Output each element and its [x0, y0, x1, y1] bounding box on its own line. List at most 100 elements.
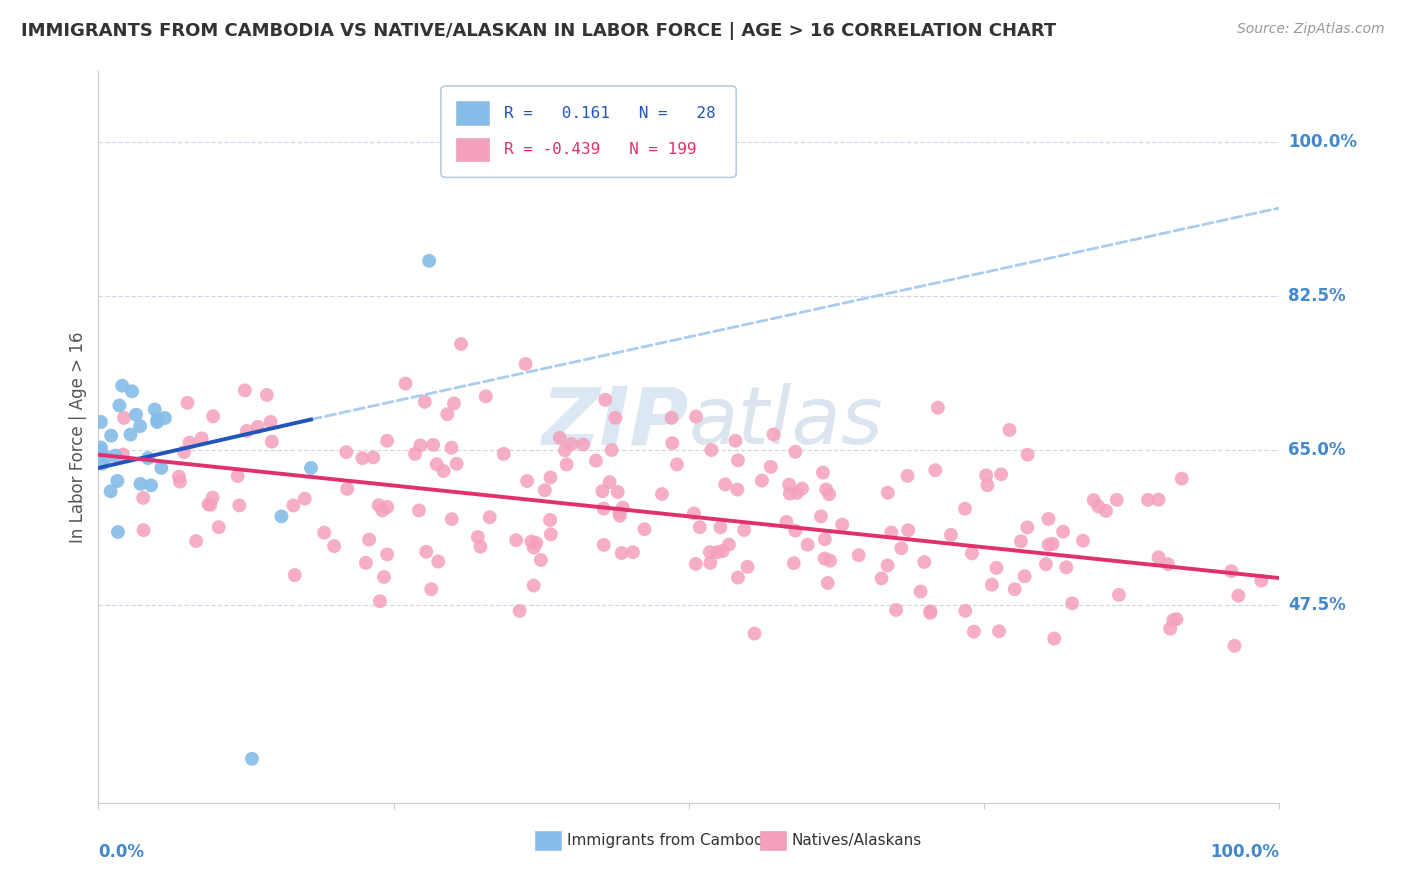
- Point: [733, 523, 755, 537]
- Point: [751, 474, 773, 488]
- Point: [762, 427, 785, 442]
- Point: [104, 449, 127, 463]
- Point: [538, 513, 561, 527]
- Point: [1017, 448, 1039, 462]
- Point: [661, 410, 683, 425]
- Point: [478, 510, 501, 524]
- Point: [208, 520, 231, 534]
- Point: [256, 388, 278, 402]
- Point: [927, 401, 949, 415]
- Point: [810, 509, 832, 524]
- Point: [815, 483, 838, 497]
- Point: [876, 485, 898, 500]
- Point: [427, 555, 450, 569]
- Point: [146, 412, 169, 426]
- Point: [818, 554, 841, 568]
- Point: [709, 520, 731, 534]
- Point: [683, 507, 706, 521]
- Text: atlas: atlas: [689, 384, 884, 461]
- Point: [775, 515, 797, 529]
- Text: ZIP: ZIP: [541, 384, 689, 461]
- Point: [90, 415, 112, 429]
- Point: [120, 427, 142, 442]
- Point: [373, 570, 395, 584]
- Point: [1166, 612, 1188, 626]
- Point: [811, 466, 834, 480]
- Point: [200, 498, 222, 512]
- Point: [270, 509, 292, 524]
- Point: [606, 485, 628, 500]
- Point: [554, 443, 576, 458]
- Point: [1220, 564, 1243, 578]
- Point: [394, 376, 416, 391]
- Point: [426, 457, 449, 471]
- Point: [90, 444, 112, 458]
- Point: [112, 410, 135, 425]
- Point: [408, 503, 430, 517]
- Point: [1014, 569, 1036, 583]
- Point: [105, 474, 128, 488]
- Point: [1227, 589, 1250, 603]
- Point: [375, 500, 398, 514]
- Point: [125, 408, 148, 422]
- Point: [1161, 613, 1184, 627]
- Point: [939, 528, 962, 542]
- Point: [233, 384, 256, 398]
- Point: [108, 399, 131, 413]
- Point: [259, 415, 281, 429]
- Point: [785, 524, 807, 538]
- Point: [359, 533, 381, 547]
- Point: [699, 556, 721, 570]
- Point: [1105, 492, 1128, 507]
- Point: [186, 534, 208, 549]
- Point: [132, 491, 155, 505]
- Point: [717, 537, 740, 551]
- Point: [167, 469, 190, 483]
- Point: [228, 499, 250, 513]
- Text: Natives/Alaskans: Natives/Alaskans: [792, 833, 922, 848]
- Point: [980, 578, 1002, 592]
- FancyBboxPatch shape: [441, 86, 737, 178]
- Point: [661, 436, 683, 450]
- Point: [179, 435, 201, 450]
- Point: [817, 576, 839, 591]
- Point: [976, 478, 998, 492]
- Point: [998, 423, 1021, 437]
- Point: [920, 606, 942, 620]
- Text: 100.0%: 100.0%: [1288, 133, 1357, 151]
- Point: [523, 541, 546, 555]
- Point: [706, 545, 728, 559]
- Point: [367, 498, 389, 512]
- Point: [1095, 504, 1118, 518]
- Point: [1071, 533, 1094, 548]
- Point: [226, 469, 249, 483]
- Point: [790, 482, 813, 496]
- Text: 82.5%: 82.5%: [1288, 287, 1346, 305]
- Point: [283, 499, 305, 513]
- Point: [176, 396, 198, 410]
- Point: [323, 539, 346, 553]
- Point: [974, 468, 997, 483]
- Point: [870, 571, 893, 585]
- Point: [201, 491, 224, 505]
- Text: 0.0%: 0.0%: [98, 843, 145, 861]
- Point: [440, 512, 463, 526]
- Point: [591, 484, 613, 499]
- Point: [129, 419, 152, 434]
- Point: [609, 508, 631, 523]
- Point: [783, 556, 806, 570]
- Point: [523, 578, 546, 592]
- Point: [474, 389, 496, 403]
- Point: [443, 396, 465, 410]
- Point: [1159, 622, 1181, 636]
- Point: [621, 545, 644, 559]
- Point: [1087, 500, 1109, 514]
- Point: [737, 559, 759, 574]
- Point: [299, 461, 322, 475]
- Point: [235, 424, 257, 438]
- Point: [446, 457, 468, 471]
- Point: [409, 438, 432, 452]
- Point: [1223, 639, 1246, 653]
- Point: [94, 450, 117, 465]
- Point: [509, 604, 531, 618]
